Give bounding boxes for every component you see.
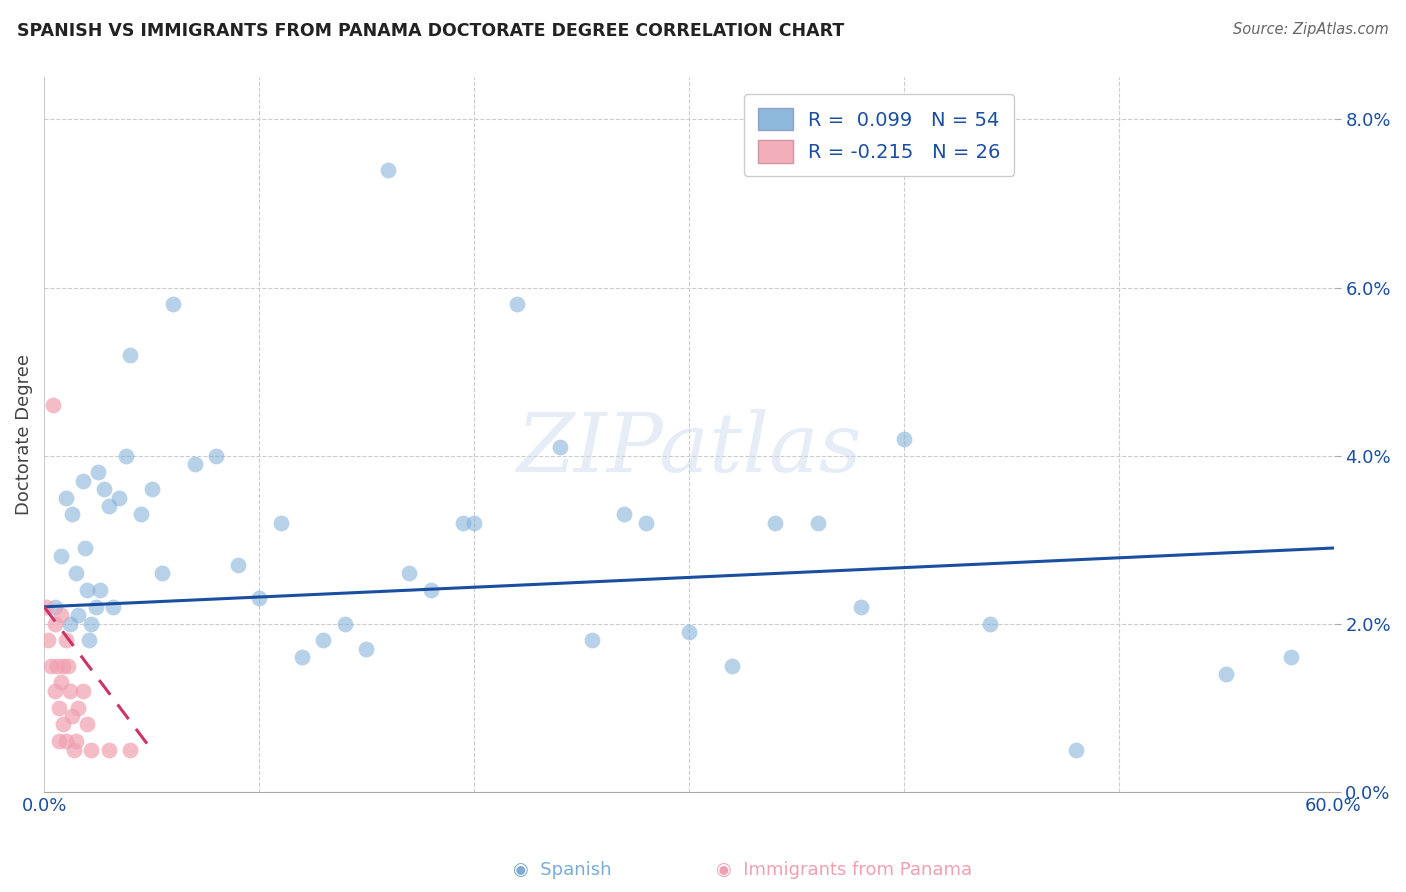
Point: [73, 541, 96, 555]
Point: [893, 432, 915, 446]
Point: [312, 633, 335, 648]
Point: [35, 599, 58, 614]
Point: [356, 641, 378, 656]
Point: [55, 491, 77, 505]
Point: [548, 440, 571, 454]
Point: [979, 616, 1001, 631]
Point: [76, 582, 98, 597]
Point: [56, 658, 79, 673]
Point: [581, 633, 603, 648]
Point: [59, 684, 82, 698]
Point: [97, 499, 120, 513]
Point: [87, 466, 110, 480]
Point: [150, 566, 173, 581]
Point: [101, 599, 124, 614]
Point: [1064, 742, 1087, 756]
Point: [129, 508, 152, 522]
Point: [108, 491, 131, 505]
Point: [41, 398, 63, 412]
Point: [1215, 667, 1237, 681]
Text: ZIPatlas: ZIPatlas: [516, 409, 862, 489]
Point: [63, 742, 86, 756]
Point: [270, 516, 292, 530]
Point: [93, 482, 115, 496]
Point: [763, 516, 786, 530]
Point: [51, 675, 73, 690]
Text: Source: ZipAtlas.com: Source: ZipAtlas.com: [1233, 22, 1389, 37]
Point: [377, 162, 399, 177]
Point: [1279, 650, 1302, 665]
Y-axis label: Doctorate Degree: Doctorate Degree: [15, 354, 32, 515]
Point: [80, 616, 103, 631]
Point: [44, 616, 66, 631]
Point: [67, 608, 90, 623]
Point: [120, 348, 142, 362]
Point: [65, 734, 87, 748]
Point: [183, 457, 205, 471]
Point: [97, 742, 120, 756]
Point: [849, 599, 872, 614]
Text: ◉  Spanish: ◉ Spanish: [513, 861, 612, 879]
Point: [114, 449, 136, 463]
Point: [55, 633, 77, 648]
Point: [65, 566, 87, 581]
Point: [333, 616, 356, 631]
Point: [634, 516, 657, 530]
Legend: R =  0.099   N = 54, R = -0.215   N = 26: R = 0.099 N = 54, R = -0.215 N = 26: [744, 95, 1014, 176]
Point: [226, 558, 249, 572]
Point: [44, 684, 66, 698]
Point: [141, 482, 163, 496]
Point: [613, 508, 636, 522]
Point: [60, 709, 83, 723]
Point: [80, 742, 103, 756]
Text: SPANISH VS IMMIGRANTS FROM PANAMA DOCTORATE DEGREE CORRELATION CHART: SPANISH VS IMMIGRANTS FROM PANAMA DOCTOR…: [17, 22, 844, 40]
Point: [291, 650, 314, 665]
Point: [48, 700, 70, 714]
Point: [463, 516, 485, 530]
Text: ◉  Immigrants from Panama: ◉ Immigrants from Panama: [716, 861, 972, 879]
Point: [678, 625, 700, 640]
Point: [59, 616, 82, 631]
Point: [89, 582, 111, 597]
Point: [807, 516, 830, 530]
Point: [52, 658, 75, 673]
Point: [60, 508, 83, 522]
Point: [420, 582, 443, 597]
Point: [720, 658, 742, 673]
Point: [48, 734, 70, 748]
Point: [205, 449, 228, 463]
Point: [55, 734, 77, 748]
Point: [72, 474, 94, 488]
Point: [76, 717, 98, 731]
Point: [506, 297, 529, 311]
Point: [44, 599, 66, 614]
Point: [37, 633, 59, 648]
Point: [247, 591, 270, 606]
Point: [39, 658, 62, 673]
Point: [120, 742, 142, 756]
Point: [77, 633, 100, 648]
Point: [72, 684, 94, 698]
Point: [162, 297, 184, 311]
Point: [51, 549, 73, 564]
Point: [84, 599, 107, 614]
Point: [46, 658, 69, 673]
Point: [51, 608, 73, 623]
Point: [398, 566, 420, 581]
Point: [451, 516, 474, 530]
Point: [67, 700, 90, 714]
Point: [52, 717, 75, 731]
